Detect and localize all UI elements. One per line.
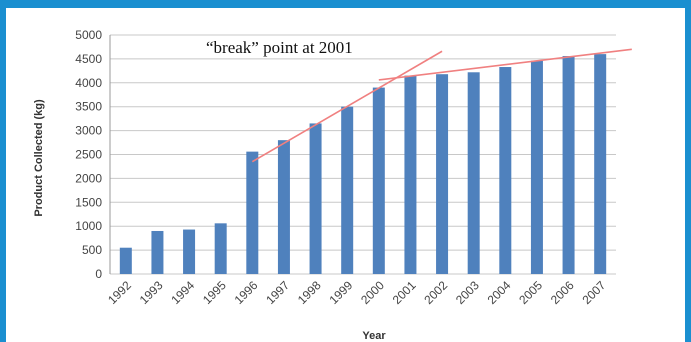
x-tick-label: 2000 xyxy=(358,278,387,307)
bar-1998 xyxy=(309,123,322,275)
bar-1994 xyxy=(183,229,196,274)
x-tick-label: 1997 xyxy=(263,278,292,307)
x-tick-label: 2002 xyxy=(421,278,450,307)
x-tick-label: 2003 xyxy=(453,278,482,307)
bar-2000 xyxy=(372,87,385,274)
y-tick-label: 3000 xyxy=(75,124,102,138)
x-tick-label: 1994 xyxy=(168,278,197,307)
y-tick-label: 5000 xyxy=(75,28,102,42)
x-tick-label: 1998 xyxy=(295,278,324,307)
y-tick-labels: 0 500 1000 1500 2000 2500 3000 3500 4000 4500 5000 xyxy=(75,28,102,281)
bar-2006 xyxy=(562,56,575,275)
y-tick-label: 500 xyxy=(82,243,102,257)
x-tick-label: 2004 xyxy=(485,278,514,307)
y-tick-label: 2000 xyxy=(75,171,102,185)
bar-2005 xyxy=(530,60,543,275)
x-tick-label: 1996 xyxy=(232,278,261,307)
bar-1997 xyxy=(277,140,290,274)
x-tick-label: 2006 xyxy=(548,278,577,307)
x-tick-label: 1999 xyxy=(327,278,356,307)
x-tick-label: 2007 xyxy=(580,278,609,307)
chart-panel: 0 500 1000 1500 2000 2500 3000 3500 4000 4500 5000… xyxy=(6,8,685,342)
y-tick-label: 0 xyxy=(95,267,102,281)
y-axis-title: Product Collected (kg) xyxy=(33,99,45,217)
bar-1996 xyxy=(246,151,259,274)
trend-line-2 xyxy=(378,48,632,81)
y-tick-label: 1500 xyxy=(75,195,102,209)
y-tick-label: 2500 xyxy=(75,148,102,162)
bar-2004 xyxy=(499,67,512,274)
x-tick-label: 1995 xyxy=(200,278,229,307)
trend-lines xyxy=(251,48,632,163)
y-tick-label: 1000 xyxy=(75,219,102,233)
bars xyxy=(119,54,607,275)
bar-chart: 0 500 1000 1500 2000 2500 3000 3500 4000 4500 5000… xyxy=(33,28,632,342)
x-tick-label: 1992 xyxy=(105,278,134,307)
trend-line-1 xyxy=(251,50,443,163)
bar-1999 xyxy=(341,106,354,274)
x-tick-label: 2005 xyxy=(516,278,545,307)
break-point-annotation: “break” point at 2001 xyxy=(206,38,353,57)
bar-2007 xyxy=(594,54,607,275)
bar-2001 xyxy=(404,75,417,274)
bar-2002 xyxy=(436,74,449,274)
bar-2003 xyxy=(467,72,480,274)
y-tick-label: 4500 xyxy=(75,52,102,66)
y-tick-label: 3500 xyxy=(75,100,102,114)
x-tick-label: 2001 xyxy=(390,278,419,307)
x-tick-label: 1993 xyxy=(137,278,166,307)
bar-1993 xyxy=(151,230,164,274)
y-tick-label: 4000 xyxy=(75,76,102,90)
bar-1995 xyxy=(214,223,227,274)
x-tick-labels: 1992 1993 1994 1995 1996 1997 1998 1999 2000 2001… xyxy=(105,278,608,307)
x-axis-title: Year xyxy=(362,330,386,342)
bar-1992 xyxy=(119,247,132,274)
